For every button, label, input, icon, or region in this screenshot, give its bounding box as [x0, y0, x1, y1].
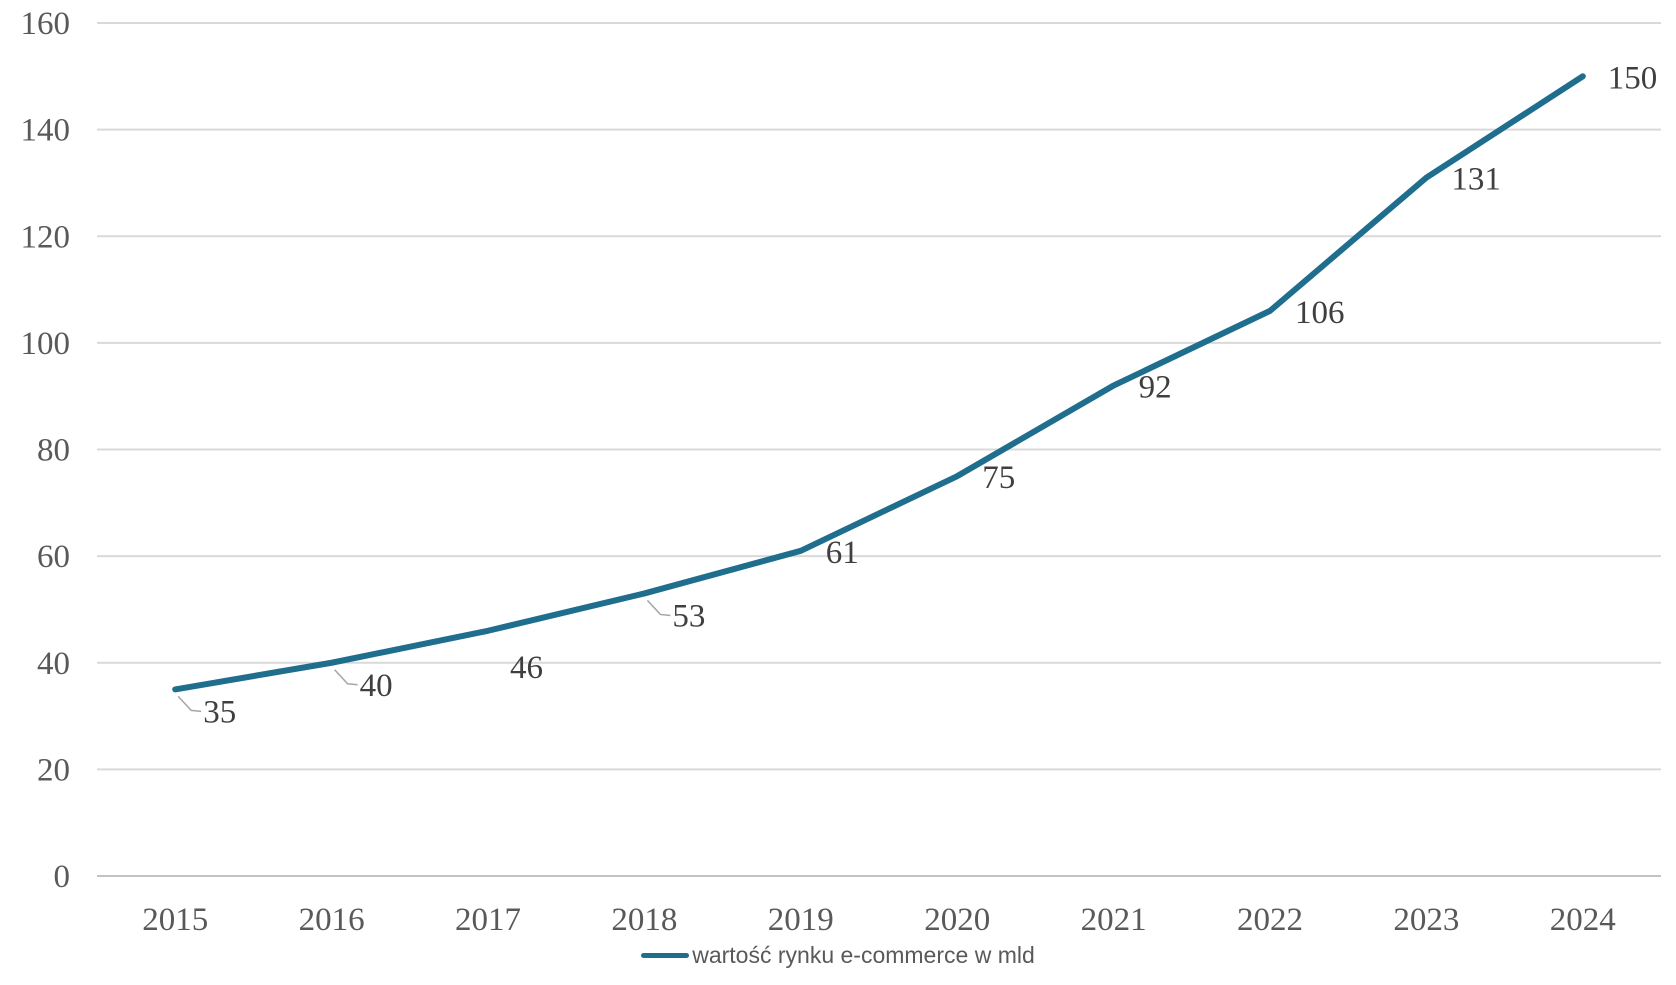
- x-axis-tick-label: 2021: [1081, 902, 1147, 938]
- data-label: 106: [1295, 295, 1345, 331]
- x-axis-tick-label: 2020: [924, 902, 990, 938]
- data-label: 35: [203, 694, 236, 730]
- y-axis-tick-label: 80: [37, 433, 70, 469]
- chart-canvas: 0 20 40 60 80 100 120 140 160 2015 2016 2017 2018 201…: [21, 6, 1661, 938]
- x-axis-tick-label: 2015: [142, 902, 208, 938]
- y-axis-tick-label: 20: [37, 752, 70, 788]
- y-axis-tick-label: 60: [37, 539, 70, 575]
- y-axis-tick-label: 0: [54, 859, 71, 895]
- x-axis-tick-label: 2023: [1393, 902, 1459, 938]
- x-axis-tick-label: 2024: [1550, 902, 1616, 938]
- y-axis-tick-label: 120: [21, 219, 71, 255]
- data-label-leader-line: [177, 695, 202, 713]
- data-label: 53: [672, 598, 705, 634]
- data-label: 40: [360, 668, 393, 704]
- x-axis-tick-label: 2016: [299, 902, 365, 938]
- y-axis-tick-label: 100: [21, 326, 71, 362]
- data-label-leader-line: [646, 599, 671, 617]
- data-label: 131: [1451, 162, 1501, 198]
- legend-label: wartość rynku e-commerce w mld: [692, 941, 1035, 968]
- x-axis-tick-label: 2022: [1237, 902, 1303, 938]
- y-axis-tick-label: 160: [21, 6, 71, 42]
- x-axis-tick-label: 2018: [611, 902, 677, 938]
- legend-line-swatch: [641, 952, 690, 958]
- y-axis-tick-label: 140: [21, 113, 71, 149]
- data-label: 150: [1608, 60, 1658, 96]
- x-axis-tick-label: 2017: [455, 902, 521, 938]
- data-label: 75: [982, 460, 1015, 496]
- x-axis-tick-label: 2019: [768, 902, 834, 938]
- data-label: 46: [510, 650, 543, 686]
- data-label: 92: [1139, 370, 1172, 406]
- data-label: 61: [826, 535, 859, 571]
- data-label-leader-line: [334, 669, 358, 686]
- chart-legend: wartość rynku e-commerce w mld: [0, 934, 1676, 976]
- series-line: [172, 73, 1586, 693]
- y-axis-tick-label: 40: [37, 646, 70, 682]
